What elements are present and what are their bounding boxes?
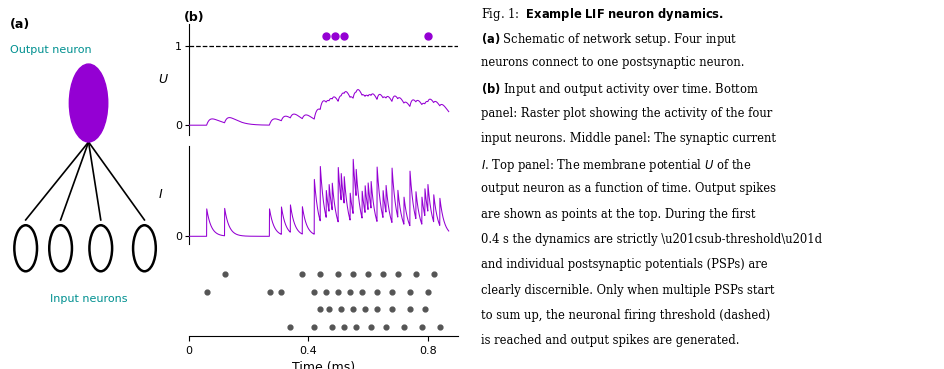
Point bbox=[396, 324, 412, 330]
X-axis label: Time (ms): Time (ms) bbox=[292, 361, 355, 369]
Point bbox=[312, 271, 328, 277]
Point bbox=[409, 271, 424, 277]
Text: (a): (a) bbox=[10, 18, 30, 31]
Text: clearly discernible. Only when multiple PSPs start: clearly discernible. Only when multiple … bbox=[481, 284, 775, 297]
Text: panel: Raster plot showing the activity of the four: panel: Raster plot showing the activity … bbox=[481, 107, 772, 120]
Point bbox=[420, 289, 435, 295]
Text: $I$. Top panel: The membrane potential $U$ of the: $I$. Top panel: The membrane potential $… bbox=[481, 157, 751, 174]
Text: (b): (b) bbox=[184, 11, 205, 24]
Point bbox=[369, 289, 385, 295]
Text: is reached and output spikes are generated.: is reached and output spikes are generat… bbox=[481, 334, 740, 347]
Point bbox=[427, 271, 442, 277]
Y-axis label: $I$: $I$ bbox=[159, 188, 163, 201]
Point bbox=[432, 324, 447, 330]
Point bbox=[261, 289, 278, 295]
Point bbox=[319, 289, 334, 295]
Point bbox=[369, 306, 385, 312]
Text: Input neurons: Input neurons bbox=[50, 294, 127, 304]
Point bbox=[346, 306, 361, 312]
Text: output neuron as a function of time. Output spikes: output neuron as a function of time. Out… bbox=[481, 183, 776, 196]
Text: input neurons. Middle panel: The synaptic current: input neurons. Middle panel: The synapti… bbox=[481, 132, 776, 145]
Point bbox=[330, 271, 346, 277]
Point bbox=[355, 289, 370, 295]
Point bbox=[217, 271, 232, 277]
Point bbox=[379, 324, 394, 330]
Text: $\mathbf{(a)}$ Schematic of network setup. Four input: $\mathbf{(a)}$ Schematic of network setu… bbox=[481, 31, 738, 48]
Point bbox=[346, 271, 361, 277]
Text: to sum up, the neuronal firing threshold (dashed): to sum up, the neuronal firing threshold… bbox=[481, 309, 770, 322]
Y-axis label: $U$: $U$ bbox=[159, 73, 169, 86]
Point bbox=[402, 289, 417, 295]
Point bbox=[348, 324, 363, 330]
Text: $\mathbf{(b)}$ Input and output activity over time. Bottom: $\mathbf{(b)}$ Input and output activity… bbox=[481, 82, 759, 99]
Point bbox=[322, 306, 337, 312]
Point bbox=[283, 324, 298, 330]
Point bbox=[295, 271, 310, 277]
Point bbox=[312, 306, 328, 312]
Point bbox=[307, 324, 322, 330]
Text: Output neuron: Output neuron bbox=[10, 45, 92, 55]
Point bbox=[391, 271, 406, 277]
Text: are shown as points at the top. During the first: are shown as points at the top. During t… bbox=[481, 208, 756, 221]
Point bbox=[376, 271, 391, 277]
Point bbox=[384, 289, 399, 295]
Point bbox=[330, 289, 346, 295]
Text: neurons connect to one postsynaptic neuron.: neurons connect to one postsynaptic neur… bbox=[481, 56, 745, 69]
Text: and individual postsynaptic potentials (PSPs) are: and individual postsynaptic potentials (… bbox=[481, 258, 768, 271]
Point bbox=[402, 306, 417, 312]
Point bbox=[417, 306, 432, 312]
Point bbox=[334, 306, 349, 312]
Text: 0.4 s the dynamics are strictly \u201csub-threshold\u201d: 0.4 s the dynamics are strictly \u201csu… bbox=[481, 233, 822, 246]
Circle shape bbox=[69, 64, 108, 142]
Point bbox=[414, 324, 430, 330]
Point bbox=[384, 306, 399, 312]
Point bbox=[363, 324, 379, 330]
Point bbox=[307, 289, 322, 295]
Point bbox=[361, 271, 376, 277]
Point bbox=[199, 289, 214, 295]
Point bbox=[337, 324, 352, 330]
Point bbox=[274, 289, 289, 295]
Text: Fig. 1:  $\mathbf{Example\ LIF\ neuron\ dynamics.}$: Fig. 1: $\mathbf{Example\ LIF\ neuron\ d… bbox=[481, 6, 724, 23]
Point bbox=[325, 324, 340, 330]
Point bbox=[358, 306, 373, 312]
Point bbox=[343, 289, 358, 295]
